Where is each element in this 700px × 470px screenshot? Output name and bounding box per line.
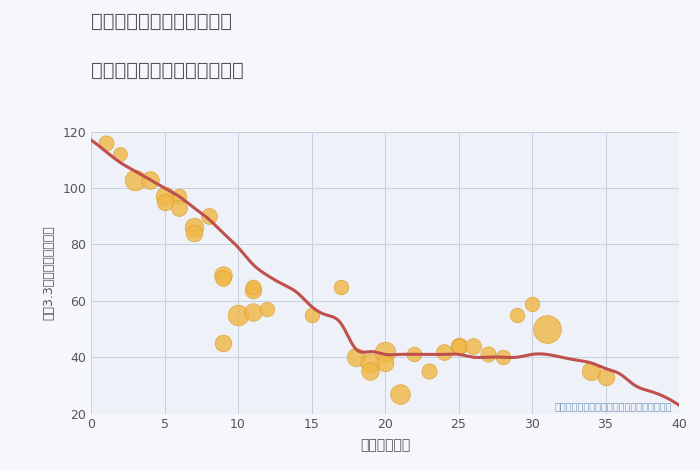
Point — [100, 139, 111, 147]
Text: 円の大きさは、取引のあった物件面積を示す: 円の大きさは、取引のあった物件面積を示す — [554, 401, 672, 411]
Point — [497, 353, 508, 361]
Point — [453, 342, 464, 350]
Point — [218, 274, 229, 282]
Point — [203, 212, 214, 220]
Point — [585, 368, 596, 375]
Point — [130, 176, 141, 183]
Point — [188, 229, 199, 237]
Point — [218, 272, 229, 279]
Point — [247, 283, 258, 290]
Point — [218, 339, 229, 347]
Point — [482, 351, 493, 358]
Point — [541, 325, 552, 333]
Point — [335, 283, 346, 290]
Point — [232, 311, 244, 319]
Point — [394, 390, 405, 398]
Point — [174, 193, 185, 200]
Point — [526, 300, 538, 307]
Point — [159, 198, 170, 206]
Point — [600, 373, 611, 381]
Point — [188, 224, 199, 231]
Point — [409, 351, 420, 358]
Point — [247, 308, 258, 316]
Point — [262, 306, 273, 313]
Point — [350, 353, 361, 361]
Point — [379, 348, 391, 355]
Point — [438, 348, 449, 355]
Text: 兵庫県姫路市飾磨区付城の: 兵庫県姫路市飾磨区付城の — [91, 12, 232, 31]
Point — [365, 359, 376, 367]
Point — [247, 286, 258, 293]
Point — [379, 359, 391, 367]
Point — [365, 368, 376, 375]
Point — [144, 176, 155, 183]
Point — [115, 150, 126, 158]
X-axis label: 築年数（年）: 築年数（年） — [360, 439, 410, 453]
Text: 築年数別中古マンション価格: 築年数別中古マンション価格 — [91, 61, 244, 80]
Y-axis label: 坪（3.3㎡）単価（万円）: 坪（3.3㎡）単価（万円） — [42, 225, 55, 320]
Point — [512, 311, 523, 319]
Point — [424, 368, 435, 375]
Point — [453, 342, 464, 350]
Point — [468, 342, 479, 350]
Point — [174, 204, 185, 212]
Point — [159, 193, 170, 200]
Point — [306, 311, 317, 319]
